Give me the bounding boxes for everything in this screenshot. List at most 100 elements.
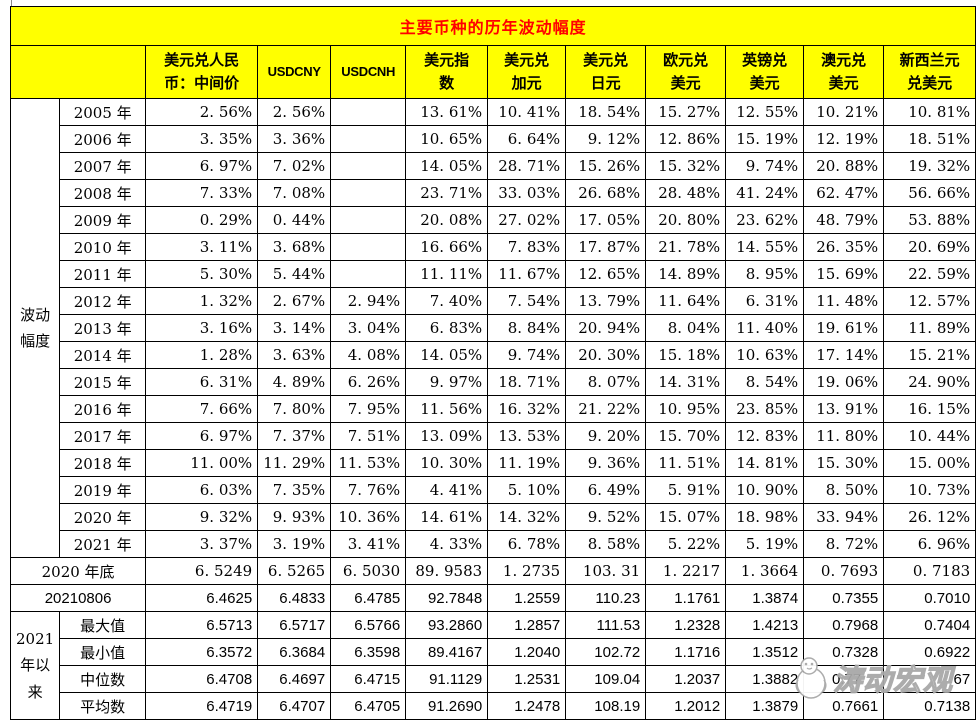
value-cell: 6. 64% bbox=[487, 125, 567, 153]
value-cell: 1.2012 bbox=[645, 692, 727, 720]
value-cell: 12. 19% bbox=[803, 125, 885, 153]
value-cell: 10. 36% bbox=[330, 503, 407, 531]
value-cell: 5. 44% bbox=[257, 260, 332, 288]
value-cell: 9. 20% bbox=[565, 422, 647, 450]
value-cell: 5. 22% bbox=[645, 530, 727, 558]
year-cell: 2016 年 bbox=[59, 395, 147, 423]
value-cell: 9. 36% bbox=[565, 449, 647, 477]
value-cell: 23. 71% bbox=[405, 179, 489, 207]
value-cell: 1.4213 bbox=[725, 611, 805, 639]
value-cell: 8. 04% bbox=[645, 314, 727, 342]
table-row: 最小值 6.3572 6.3684 6.3598 89.4167 1.2040 102.72… bbox=[11, 638, 977, 666]
value-cell: 1.2037 bbox=[645, 665, 727, 693]
value-cell: 3. 68% bbox=[257, 233, 332, 261]
value-cell: 4. 41% bbox=[405, 476, 489, 504]
value-cell: 18. 98% bbox=[725, 503, 805, 531]
value-cell: 8. 72% bbox=[803, 530, 885, 558]
value-cell: 6. 96% bbox=[883, 530, 977, 558]
stat-row-label: 中位数 bbox=[59, 665, 147, 693]
value-cell bbox=[330, 206, 407, 234]
column-header: USDCNY bbox=[257, 45, 332, 99]
value-cell: 6.4707 bbox=[257, 692, 332, 720]
value-cell: 1.2328 bbox=[645, 611, 727, 639]
value-cell: 15. 70% bbox=[645, 422, 727, 450]
value-cell: 5. 19% bbox=[725, 530, 805, 558]
title-row: 主要币种的历年波动幅度 bbox=[9, 6, 977, 46]
value-cell: 12. 55% bbox=[725, 98, 805, 126]
value-cell: 26. 12% bbox=[883, 503, 977, 531]
table-row: 2008 年 7. 33% 7. 08% 23. 71% 33. 03% 26. 68% 2… bbox=[11, 179, 977, 207]
value-cell: 2. 56% bbox=[145, 98, 259, 126]
value-cell: 0. 44% bbox=[257, 206, 332, 234]
value-cell: 7. 08% bbox=[257, 179, 332, 207]
value-cell: 48. 79% bbox=[803, 206, 885, 234]
table-row: 2011 年 5. 30% 5. 44% 11. 11% 11. 67% 12. 65% 1… bbox=[11, 260, 977, 288]
value-cell: 6. 5030 bbox=[330, 557, 407, 585]
table-row: 2013 年 3. 16% 3. 14% 3. 04% 6. 83% 8. 84% 20. … bbox=[11, 314, 977, 342]
value-cell: 20. 88% bbox=[803, 152, 885, 180]
value-cell: 11. 19% bbox=[487, 449, 567, 477]
value-cell: 19. 06% bbox=[803, 368, 885, 396]
value-cell: 10. 65% bbox=[405, 125, 489, 153]
value-cell: 12. 86% bbox=[645, 125, 727, 153]
value-cell: 18. 54% bbox=[565, 98, 647, 126]
value-cell: 15. 26% bbox=[565, 152, 647, 180]
table-row: 2016 年 7. 66% 7. 80% 7. 95% 11. 56% 16. 32% 21… bbox=[11, 395, 977, 423]
value-cell: 6.4833 bbox=[257, 584, 332, 612]
value-cell: 93.2860 bbox=[405, 611, 489, 639]
value-cell: 3. 37% bbox=[145, 530, 259, 558]
value-cell: 21. 22% bbox=[565, 395, 647, 423]
value-cell: 11. 48% bbox=[803, 287, 885, 315]
value-cell: 89.4167 bbox=[405, 638, 489, 666]
value-cell: 6. 5249 bbox=[145, 557, 259, 585]
value-cell: 6.3684 bbox=[257, 638, 332, 666]
value-cell: 16. 15% bbox=[883, 395, 977, 423]
value-cell: 3. 35% bbox=[145, 125, 259, 153]
value-cell: 9. 93% bbox=[257, 503, 332, 531]
table-row: 2021 年 3. 37% 3. 19% 3. 41% 4. 33% 6. 78% 8. 5… bbox=[11, 530, 977, 558]
value-cell: 13. 91% bbox=[803, 395, 885, 423]
table-row: 2019 年 6. 03% 7. 35% 7. 76% 4. 41% 5. 10% 6. 4… bbox=[11, 476, 977, 504]
value-cell: 12. 57% bbox=[883, 287, 977, 315]
value-cell: 15. 07% bbox=[645, 503, 727, 531]
value-cell: 0.7661 bbox=[803, 692, 885, 720]
table-row: 中位数 6.4708 6.4697 6.4715 91.1129 1.2531 109.04… bbox=[11, 665, 977, 693]
table-row: 平均数 6.4719 6.4707 6.4705 91.2690 1.2478 108.19… bbox=[11, 692, 977, 720]
value-cell: 6.5713 bbox=[145, 611, 259, 639]
value-cell: 6.3598 bbox=[330, 638, 407, 666]
value-cell: 10. 30% bbox=[405, 449, 489, 477]
value-cell: 3. 41% bbox=[330, 530, 407, 558]
year-cell: 2020 年 bbox=[59, 503, 147, 531]
value-cell bbox=[330, 125, 407, 153]
value-cell: 11. 80% bbox=[803, 422, 885, 450]
column-header: 英镑兑 美元 bbox=[725, 45, 805, 99]
value-cell: 1. 2735 bbox=[487, 557, 567, 585]
value-cell: 6.5717 bbox=[257, 611, 332, 639]
value-cell: 17. 05% bbox=[565, 206, 647, 234]
value-cell: 13. 61% bbox=[405, 98, 489, 126]
value-cell: 22. 59% bbox=[883, 260, 977, 288]
value-cell: 20. 69% bbox=[883, 233, 977, 261]
value-cell: 28. 48% bbox=[645, 179, 727, 207]
value-cell: 14. 55% bbox=[725, 233, 805, 261]
value-cell: 10. 90% bbox=[725, 476, 805, 504]
value-cell: 12. 83% bbox=[725, 422, 805, 450]
value-cell: 8. 58% bbox=[565, 530, 647, 558]
column-header: 美元兑人民 币：中间价 bbox=[145, 45, 259, 99]
value-cell: 13. 79% bbox=[565, 287, 647, 315]
value-cell: 1. 3664 bbox=[725, 557, 805, 585]
value-cell: 7. 76% bbox=[330, 476, 407, 504]
value-cell: 3. 14% bbox=[257, 314, 332, 342]
row-group-label-since-2021: 2021 年以 来 bbox=[9, 611, 61, 720]
column-header: USDCNH bbox=[330, 45, 407, 99]
value-cell: 6. 03% bbox=[145, 476, 259, 504]
value-cell: 6.5766 bbox=[330, 611, 407, 639]
value-cell: 91.1129 bbox=[405, 665, 489, 693]
value-cell: 6.4785 bbox=[330, 584, 407, 612]
value-cell: 111.53 bbox=[565, 611, 647, 639]
value-cell: 4. 89% bbox=[257, 368, 332, 396]
value-cell: 1.2531 bbox=[487, 665, 567, 693]
year-cell: 2019 年 bbox=[59, 476, 147, 504]
currency-volatility-table: 主要币种的历年波动幅度 美元兑人民 币：中间价 USDCNY USDCNH 美元指 数… bbox=[9, 6, 977, 720]
